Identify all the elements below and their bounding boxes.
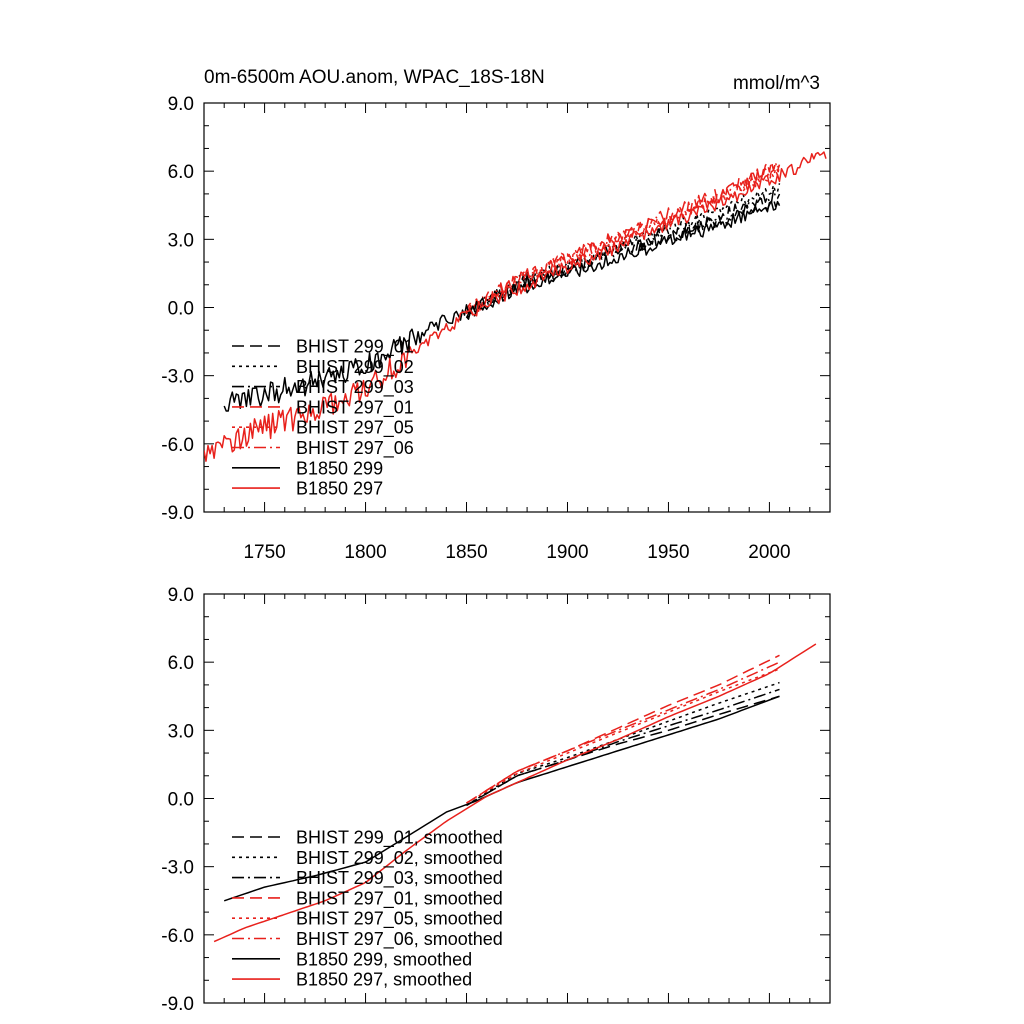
legend-label: B1850 297 xyxy=(296,479,383,499)
y-tick-label: 6.0 xyxy=(168,162,194,183)
legend-label: BHIST 297_05 xyxy=(296,418,414,439)
y-tick-label: -3.0 xyxy=(161,367,194,388)
y-tick-label: 3.0 xyxy=(168,230,194,251)
legend-label: B1850 299, smoothed xyxy=(296,949,472,969)
legend-label: B1850 299 xyxy=(296,458,383,478)
x-tick-label: 2000 xyxy=(748,542,790,563)
y-tick-label: 9.0 xyxy=(168,585,194,606)
y-tick-label: -9.0 xyxy=(161,994,194,1015)
x-tick-label: 1950 xyxy=(647,542,689,563)
legend-label: BHIST 299_02 xyxy=(296,357,414,378)
legend-label: BHIST 299_03 xyxy=(296,377,414,398)
series-line-bhist-299-02 xyxy=(466,183,781,318)
series-line-bhist-297-06 xyxy=(466,161,781,315)
y-tick-label: 6.0 xyxy=(168,653,194,674)
plot-area xyxy=(213,643,817,943)
legend-label: BHIST 297_06 xyxy=(296,438,414,459)
y-tick-label: 0.0 xyxy=(168,790,194,811)
x-tick-label: 1750 xyxy=(243,542,285,563)
legend-label: BHIST 297_05, smoothed xyxy=(296,909,503,930)
legend-label: BHIST 297_06, smoothed xyxy=(296,929,503,950)
x-tick-label: 1850 xyxy=(445,542,487,563)
legend-label: BHIST 299_03, smoothed xyxy=(296,868,503,889)
series-line-b1850-299 xyxy=(223,200,781,412)
legend-label: BHIST 297_01 xyxy=(296,397,414,418)
units-label: mmol/m^3 xyxy=(733,73,820,94)
series-line-bhist-299-02-smoothed xyxy=(466,681,780,806)
legend-label: BHIST 297_01, smoothed xyxy=(296,888,503,909)
y-tick-label: -3.0 xyxy=(161,858,194,879)
y-tick-label: -6.0 xyxy=(161,926,194,947)
chart-title: 0m-6500m AOU.anom, WPAC_18S-18N xyxy=(204,67,545,88)
series-line-bhist-299-01-smoothed xyxy=(466,695,780,806)
y-tick-label: 9.0 xyxy=(168,94,194,115)
top-panel: 9.0 6.0 3.0 0.0 -3.0 -6.0 -9.0 1750 1800 1850 1900… xyxy=(161,67,831,563)
y-tick-label: -9.0 xyxy=(161,503,194,524)
plot-area xyxy=(204,151,827,462)
legend-label: BHIST 299_01 xyxy=(296,337,414,358)
x-tick-label: 1900 xyxy=(546,542,588,563)
y-tick-label: -6.0 xyxy=(161,435,194,456)
series-line-bhist-299-03-smoothed xyxy=(466,688,780,806)
bottom-panel: 9.0 6.0 3.0 0.0 -3.0 -6.0 -9.0 BHIST 299_01, sm… xyxy=(161,585,831,1015)
y-tick-label: 3.0 xyxy=(168,721,194,742)
series-line-bhist-297-01-smoothed xyxy=(466,654,780,804)
legend-label: BHIST 299_01, smoothed xyxy=(296,828,503,849)
series-line-bhist-297-06-smoothed xyxy=(466,661,780,804)
y-tick-label: 0.0 xyxy=(168,299,194,320)
series-line-b1850-297 xyxy=(204,151,827,462)
legend-label: BHIST 299_02, smoothed xyxy=(296,848,503,869)
series-line-b1850-297-smoothed xyxy=(213,643,817,943)
series-line-bhist-297-05-smoothed xyxy=(466,668,780,804)
series-line-bhist-297-01 xyxy=(465,160,780,315)
legend-label: B1850 297, smoothed xyxy=(296,970,472,990)
x-tick-label: 1800 xyxy=(344,542,386,563)
